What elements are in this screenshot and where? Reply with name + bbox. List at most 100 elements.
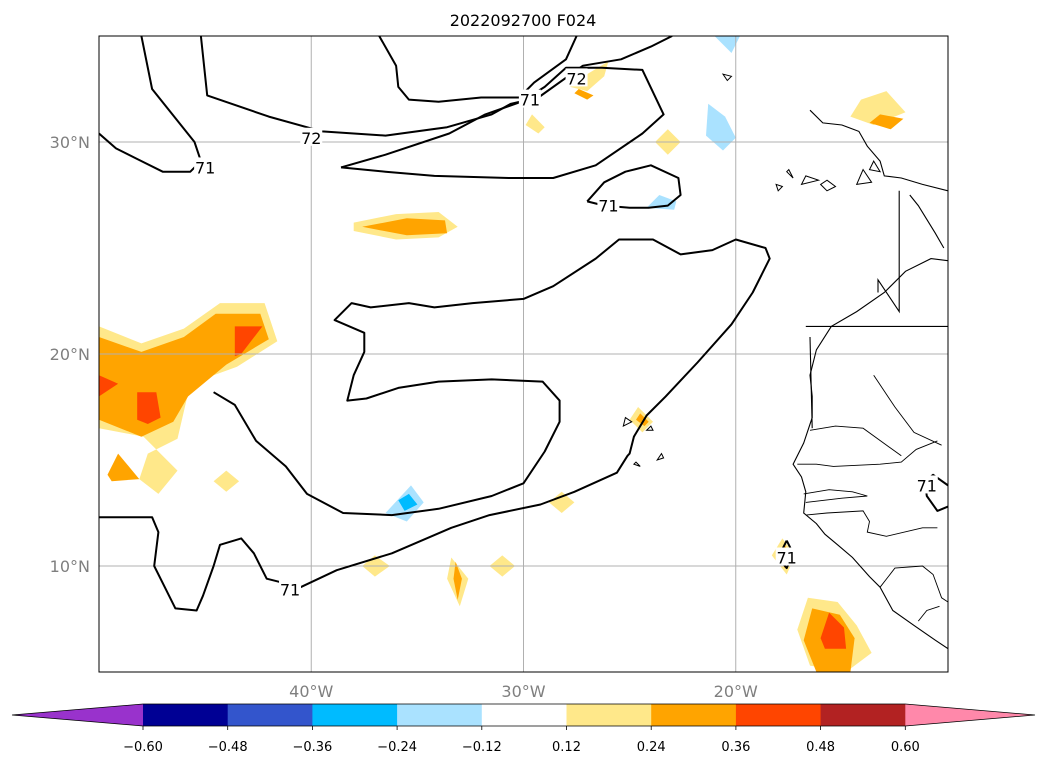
contour-label-background: [565, 68, 588, 87]
country-border: [805, 510, 938, 537]
coastline: [877, 190, 900, 314]
contour-label-background: [194, 157, 217, 176]
x-tick-label: 30°W: [501, 682, 545, 701]
colorbar-tick-label: −0.36: [292, 740, 332, 755]
colorbar-under-triangle: [12, 704, 143, 726]
y-tick-label: 10°N: [50, 557, 90, 576]
anomaly-fill-region: [869, 114, 904, 130]
contour-line: [99, 238, 771, 612]
colorbar-swatch: [227, 704, 313, 726]
coastline-layer: [622, 73, 948, 650]
anomaly-fill-region: [574, 89, 594, 100]
island: [721, 73, 733, 82]
contour-label: 71: [777, 549, 797, 568]
colorbar-tick-label: 0.48: [806, 740, 835, 755]
island: [819, 179, 837, 192]
contour-line: [586, 164, 682, 209]
colorbar-swatch: [820, 704, 906, 726]
y-tick-label: 20°N: [50, 345, 90, 364]
contour-line: [199, 36, 673, 137]
contour-label-background: [300, 127, 323, 146]
colorbar-swatch: [566, 704, 652, 726]
colorbar-over-triangle: [905, 704, 1035, 726]
anomaly-fill-region: [706, 103, 736, 151]
anomaly-fill-region: [107, 453, 140, 482]
country-border: [879, 565, 948, 603]
anomaly-fill-region: [99, 375, 119, 397]
island: [645, 425, 654, 431]
colorbar-tick-label: −0.48: [208, 740, 248, 755]
contour-line: [378, 36, 578, 103]
island: [775, 183, 784, 192]
contour-line: [340, 66, 665, 179]
country-border: [809, 425, 902, 457]
contour-line: [99, 36, 202, 173]
anomaly-fill-region: [636, 413, 649, 427]
map-area: 72 71 71 72 71 71 71 71: [99, 36, 948, 672]
colorbar-swatch: [735, 704, 822, 726]
contour-label-background: [518, 89, 541, 108]
country-border: [917, 605, 940, 622]
anomaly-fill-region: [453, 561, 462, 600]
anomaly-fill-region: [525, 114, 545, 134]
anomaly-fill-region: [137, 392, 161, 424]
gridlines: [99, 36, 948, 672]
island: [632, 461, 641, 467]
country-border: [873, 374, 942, 446]
island: [855, 168, 873, 186]
country-border: [797, 440, 938, 467]
island: [868, 160, 882, 173]
contour-label-background: [279, 579, 302, 598]
anomaly-fill-region: [646, 195, 677, 210]
colorbar-swatch: [651, 704, 737, 726]
contour-label: 71: [520, 91, 540, 110]
anomaly-fill-region: [234, 326, 263, 357]
contour-label: 71: [598, 197, 618, 216]
colorbar-tick-label: 0.12: [552, 740, 581, 755]
x-tick-label: 40°W: [289, 682, 333, 701]
country-border: [803, 489, 868, 503]
colorbar-tick-label: 0.60: [891, 740, 920, 755]
anomaly-fill-region: [398, 493, 418, 511]
anomaly-fill-region: [213, 470, 240, 492]
coastline: [909, 194, 945, 249]
colorbar-swatch: [143, 704, 229, 726]
contour-label-background: [915, 475, 938, 494]
contour-label-background: [597, 195, 620, 214]
contour-label: 72: [301, 129, 321, 148]
island: [800, 175, 821, 186]
anomaly-fill-region: [549, 491, 575, 513]
anomaly-fill-region: [714, 36, 740, 53]
colorbar-tick-label: −0.12: [462, 740, 502, 755]
island: [622, 416, 633, 428]
colorbar-tick-label: −0.24: [377, 740, 417, 755]
x-tick-label: 20°W: [714, 682, 758, 701]
island: [655, 452, 665, 461]
coastline: [809, 336, 813, 429]
contour-label: 71: [917, 476, 937, 495]
colorbar-swatch: [312, 704, 398, 726]
map-frame: [98, 35, 949, 673]
colorbar-tick-label: −0.60: [123, 740, 163, 755]
y-axis-ticks: 10°N 20°N 30°N: [50, 133, 90, 576]
contour-label: 71: [280, 580, 300, 599]
chart-title: 2022092700 F024: [450, 11, 597, 30]
anomaly-fill-region: [362, 218, 448, 236]
colorbar: −0.60 −0.48 −0.36 −0.24 −0.12 0.12 0.24 0.36 0.4…: [11, 703, 1036, 755]
contour-label: 72: [566, 69, 586, 88]
colorbar-swatch: [481, 704, 567, 726]
anomaly-fill-region: [820, 612, 847, 649]
colorbar-swatch: [397, 704, 483, 726]
colorbar-tick-label: 0.36: [721, 740, 750, 755]
y-tick-label: 30°N: [50, 133, 90, 152]
anomaly-fill-layer: [99, 36, 906, 672]
island: [785, 168, 794, 179]
anomaly-fill-region: [850, 91, 906, 125]
contour-label: 71: [195, 158, 215, 177]
contour-label-layer: 72 71 71 72 71 71 71 71: [194, 68, 938, 599]
coastline: [809, 109, 948, 192]
x-axis-ticks: 40°W 30°W 20°W: [289, 682, 758, 701]
contour-label-background: [775, 547, 798, 566]
colorbar-tick-label: 0.24: [637, 740, 666, 755]
